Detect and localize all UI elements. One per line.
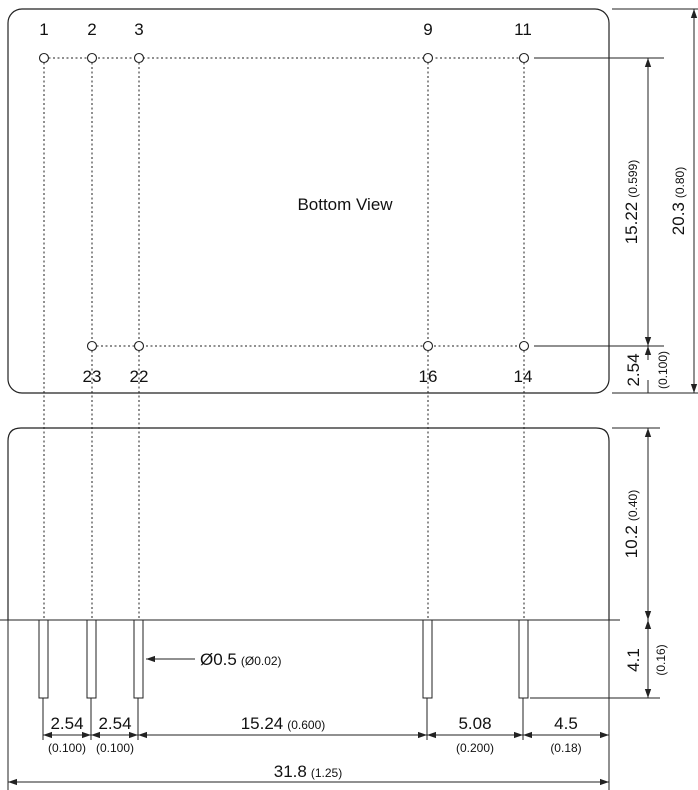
dim-text-2-54-a-inch: (0.100)	[48, 741, 86, 755]
pin-label-16: 16	[419, 367, 438, 386]
dim-text-15-22: 15.22(0.599)	[622, 160, 641, 245]
dim-text-4-1: 4.1	[624, 648, 643, 672]
dim-text-2-54-b-inch: (0.100)	[96, 741, 134, 755]
dim-text-4-5: 4.5	[554, 714, 578, 733]
pin-hole-23	[86, 340, 98, 352]
dim-text-2-54-vertical-inch: (0.100)	[656, 351, 670, 389]
pin-hole-1	[38, 52, 50, 64]
dim-text-20-3: 20.3(0.80)	[669, 167, 688, 235]
pin-hole-9	[422, 52, 434, 64]
pin-leg-11	[518, 619, 529, 699]
dim-text-2-54-b: 2.54	[98, 714, 131, 733]
pin-leg-2	[86, 619, 97, 699]
dim-text-2-54-a: 2.54	[50, 714, 83, 733]
pin-hole-11	[518, 52, 530, 64]
pin-hole-3	[133, 52, 145, 64]
pin-label-2: 2	[87, 20, 96, 39]
dim-text-5-08-inch: (0.200)	[456, 741, 494, 755]
pin-label-11: 11	[514, 20, 532, 39]
pin-hole-2	[86, 52, 98, 64]
dim-text-15-24: 15.24 (0.600)	[241, 714, 326, 733]
dim-text-10-2: 10.2(0.40)	[622, 490, 641, 558]
pin-label-9: 9	[423, 20, 432, 39]
pin-hole-16	[422, 340, 434, 352]
bottom-view-label: Bottom View	[297, 195, 393, 214]
dim-text-4-1-inch: (0.16)	[654, 644, 668, 675]
bottom-view-outline	[7, 8, 610, 394]
pin-label-14: 14	[514, 367, 533, 386]
pin-label-3: 3	[134, 20, 143, 39]
dim-text-2-54-vertical: 2.54	[624, 353, 643, 386]
pin-hole-14	[518, 340, 530, 352]
pin-label-22: 22	[130, 367, 149, 386]
pin-label-1: 1	[39, 20, 48, 39]
dim-text-31-8: 31.8 (1.25)	[274, 762, 342, 781]
pin-hole-22	[133, 340, 145, 352]
pin-label-23: 23	[83, 367, 102, 386]
pin-leg-9	[422, 619, 433, 699]
dim-text-4-5-inch: (0.18)	[550, 741, 581, 755]
side-view-body	[7, 427, 610, 620]
pin-diameter-text: Ø0.5 (Ø0.02)	[200, 650, 282, 669]
dim-text-5-08: 5.08	[458, 714, 491, 733]
pin-leg-1	[38, 619, 49, 699]
pin-leg-3	[133, 619, 144, 699]
